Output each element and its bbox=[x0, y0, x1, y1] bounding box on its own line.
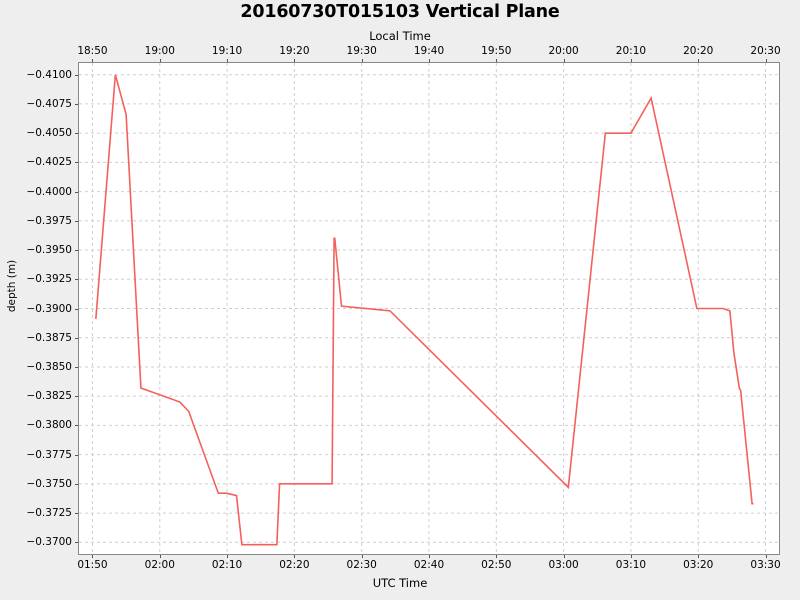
y-axis-tick-mark bbox=[75, 396, 79, 398]
plot-canvas bbox=[79, 63, 779, 554]
top-axis-tick-label: 19:00 bbox=[144, 45, 175, 57]
top-axis-tick-label: 19:20 bbox=[279, 45, 310, 57]
y-axis-tick-mark bbox=[75, 337, 79, 339]
top-axis-tick-label: 19:40 bbox=[413, 45, 445, 57]
y-axis-title: depth (m) bbox=[6, 259, 18, 313]
y-axis-tick-label: −0.3900 bbox=[26, 302, 72, 315]
bottom-axis-tick-label: 03:00 bbox=[548, 559, 579, 571]
bottom-axis-tick-mark bbox=[765, 554, 767, 558]
bottom-axis-tick-label: 02:00 bbox=[144, 559, 175, 571]
y-axis-tick-label: −0.4050 bbox=[26, 127, 72, 140]
y-axis-tick-mark bbox=[75, 483, 79, 485]
y-axis-tick-mark bbox=[75, 103, 79, 105]
top-axis-tick-label: 20:00 bbox=[548, 45, 579, 57]
bottom-axis-tick-label: 03:20 bbox=[683, 559, 714, 571]
data-series-line bbox=[95, 74, 754, 546]
bottom-axis-tick-mark bbox=[92, 554, 94, 558]
top-axis-tick-mark bbox=[92, 59, 94, 63]
y-axis-tick-label: −0.4025 bbox=[26, 156, 72, 169]
y-axis-tick-label: −0.4075 bbox=[26, 97, 72, 110]
bottom-axis-tick-label: 03:30 bbox=[750, 559, 781, 571]
y-axis-tick-mark bbox=[75, 425, 79, 427]
y-axis-tick-mark bbox=[75, 542, 79, 544]
plot-area bbox=[78, 62, 780, 555]
bottom-axis-title: UTC Time bbox=[372, 576, 428, 590]
y-axis-tick-mark bbox=[75, 74, 79, 76]
bottom-axis-tick-mark bbox=[698, 554, 700, 558]
y-axis-tick-mark bbox=[75, 308, 79, 310]
y-axis-tick-label: −0.4000 bbox=[26, 185, 72, 198]
y-axis-tick-label: −0.3850 bbox=[26, 360, 72, 373]
bottom-axis-tick-mark bbox=[294, 554, 296, 558]
y-axis-tick-mark bbox=[75, 454, 79, 456]
top-axis-tick-mark bbox=[698, 59, 700, 63]
top-axis-tick-label: 18:50 bbox=[77, 45, 108, 57]
bottom-axis-tick-label: 02:20 bbox=[279, 559, 310, 571]
y-axis-tick-label: −0.3950 bbox=[26, 244, 72, 257]
bottom-axis-tick-mark bbox=[159, 554, 161, 558]
y-axis-tick-label: −0.3725 bbox=[26, 507, 72, 520]
top-axis-tick-mark bbox=[496, 59, 498, 63]
bottom-axis-tick-mark bbox=[496, 554, 498, 558]
y-axis-tick-mark bbox=[75, 191, 79, 193]
bottom-axis-tick-label: 02:40 bbox=[413, 559, 445, 571]
top-axis-tick-mark bbox=[159, 59, 161, 63]
bottom-axis-tick-label: 03:10 bbox=[615, 559, 647, 571]
y-axis-tick-mark bbox=[75, 513, 79, 515]
top-axis-tick-label: 20:30 bbox=[750, 45, 781, 57]
y-axis-tick-label: −0.3700 bbox=[26, 536, 72, 549]
y-axis-tick-label: −0.3825 bbox=[26, 390, 72, 403]
y-axis-tick-label: −0.3800 bbox=[26, 419, 72, 432]
top-axis-tick-label: 20:20 bbox=[683, 45, 714, 57]
bottom-axis-tick-label: 02:10 bbox=[211, 559, 243, 571]
top-axis-tick-mark bbox=[227, 59, 229, 63]
top-axis-tick-mark bbox=[630, 59, 632, 63]
top-axis-tick-mark bbox=[294, 59, 296, 63]
bottom-axis-tick-label: 01:50 bbox=[77, 559, 108, 571]
y-axis-tick-label: −0.4100 bbox=[26, 68, 72, 81]
y-axis-tick-mark bbox=[75, 220, 79, 222]
bottom-axis-tick-mark bbox=[361, 554, 363, 558]
bottom-axis-tick-mark bbox=[227, 554, 229, 558]
data-series-group bbox=[95, 74, 754, 546]
top-axis-tick-label: 19:10 bbox=[211, 45, 243, 57]
bottom-axis-tick-mark bbox=[429, 554, 430, 558]
top-axis-tick-label: 19:30 bbox=[346, 45, 377, 57]
top-axis-title: Local Time bbox=[369, 29, 431, 43]
bottom-axis-tick-mark bbox=[563, 554, 565, 558]
y-axis-tick-mark bbox=[75, 162, 79, 164]
y-axis-tick-label: −0.3975 bbox=[26, 214, 72, 227]
top-axis-tick-mark bbox=[765, 59, 767, 63]
y-axis-tick-mark bbox=[75, 279, 79, 281]
top-axis-tick-mark bbox=[429, 59, 430, 63]
page-title: 20160730T015103 Vertical Plane bbox=[240, 2, 560, 22]
top-axis-tick-label: 20:10 bbox=[615, 45, 647, 57]
y-axis-tick-label: −0.3775 bbox=[26, 448, 72, 461]
y-axis-tick-mark bbox=[75, 133, 79, 135]
y-axis-tick-mark bbox=[75, 366, 79, 368]
bottom-axis-tick-label: 02:30 bbox=[346, 559, 377, 571]
y-axis-tick-label: −0.3875 bbox=[26, 331, 72, 344]
y-axis-tick-mark bbox=[75, 250, 79, 252]
top-axis-tick-mark bbox=[563, 59, 565, 63]
grid-lines bbox=[79, 63, 779, 554]
bottom-axis-tick-mark bbox=[630, 554, 632, 558]
top-axis-tick-label: 19:50 bbox=[481, 45, 512, 57]
y-axis-tick-label: −0.3750 bbox=[26, 477, 72, 490]
top-axis-tick-mark bbox=[361, 59, 363, 63]
y-axis-tick-label: −0.3925 bbox=[26, 273, 72, 286]
bottom-axis-tick-label: 02:50 bbox=[481, 559, 512, 571]
